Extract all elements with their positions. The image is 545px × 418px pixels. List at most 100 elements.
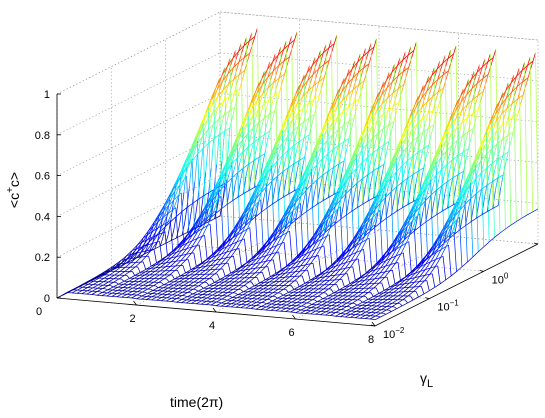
- mesh-segment: [132, 288, 139, 292]
- mesh-segment: [310, 85, 314, 95]
- mesh-segment: [204, 273, 211, 279]
- mesh-segment: [373, 38, 377, 48]
- mesh-segment: [212, 106, 219, 114]
- mesh-segment: [197, 195, 204, 201]
- mesh-segment: [144, 271, 151, 276]
- mesh-segment: [469, 99, 473, 109]
- mesh-segment: [216, 298, 223, 303]
- mesh-segment: [210, 255, 217, 262]
- mesh-segment: [189, 145, 196, 163]
- mesh-segment: [246, 40, 250, 50]
- mesh-segment: [450, 53, 454, 63]
- mesh-segment: [472, 104, 476, 114]
- mesh-segment: [191, 238, 198, 248]
- mesh-segment: [193, 278, 200, 283]
- mesh-segment: [129, 266, 136, 272]
- mesh-segment: [510, 74, 515, 83]
- mesh-segment: [191, 293, 198, 298]
- mesh-segment: [358, 162, 363, 173]
- mesh-segment: [200, 266, 206, 271]
- mesh-segment: [357, 258, 362, 277]
- mesh-segment: [290, 96, 298, 107]
- mesh-segment: [159, 266, 166, 272]
- mesh-segment: [294, 103, 298, 112]
- mesh-segment: [221, 241, 228, 250]
- mesh-segment: [352, 84, 359, 90]
- mesh-segment: [104, 267, 111, 272]
- mesh-segment: [363, 134, 367, 143]
- mesh-segment: [142, 234, 149, 243]
- mesh-segment: [200, 300, 207, 305]
- mesh-segment: [112, 283, 119, 288]
- mesh-segment: [408, 241, 412, 273]
- mesh-segment: [512, 107, 516, 117]
- mesh-segment: [434, 68, 438, 78]
- mesh-segment: [330, 167, 334, 181]
- mesh-segment: [229, 271, 236, 276]
- mesh-segment: [146, 243, 153, 252]
- mesh-segment: [312, 57, 316, 66]
- mesh-segment: [234, 172, 238, 185]
- mesh-segment: [230, 67, 234, 76]
- mesh-segment: [172, 245, 179, 252]
- mesh-segment: [215, 199, 220, 213]
- mesh-segment: [430, 179, 434, 254]
- mesh-segment: [364, 157, 368, 168]
- mesh-segment: [117, 283, 124, 288]
- mesh-segment: [295, 215, 302, 221]
- mesh-segment: [379, 210, 383, 260]
- mesh-segment: [272, 200, 279, 205]
- mesh-segment: [203, 285, 210, 289]
- mesh-segment: [284, 137, 288, 147]
- mesh-segment: [335, 129, 339, 140]
- mesh-segment: [333, 163, 339, 168]
- mesh-segment: [321, 64, 325, 74]
- mesh-segment: [240, 168, 244, 181]
- mesh-segment: [210, 212, 217, 218]
- mesh-segment: [245, 260, 252, 267]
- mesh-segment: [237, 294, 243, 299]
- mesh-segment: [362, 51, 369, 57]
- mesh-segment: [384, 87, 388, 96]
- mesh-segment: [271, 161, 278, 169]
- mesh-segment: [166, 278, 170, 283]
- mesh-segment: [204, 120, 208, 129]
- mesh-segment: [209, 269, 216, 275]
- mesh-segment: [407, 166, 411, 179]
- mesh-segment: [204, 130, 209, 140]
- mesh-segment: [176, 234, 183, 239]
- mesh-segment: [485, 61, 489, 71]
- mesh-segment: [203, 192, 209, 197]
- mesh-segment: [154, 270, 161, 276]
- mesh-segment: [321, 140, 328, 148]
- mesh-segment: [364, 225, 368, 237]
- mesh-segment: [324, 154, 328, 165]
- mesh-segment: [192, 285, 199, 290]
- mesh-segment: [247, 206, 254, 221]
- mesh-segment: [494, 143, 498, 154]
- mesh-segment: [131, 291, 138, 296]
- mesh-segment: [308, 184, 312, 197]
- mesh-segment: [295, 126, 299, 137]
- mesh-segment: [190, 245, 198, 254]
- mesh-segment: [380, 207, 384, 223]
- mesh-segment: [207, 124, 214, 131]
- mesh-segment: [318, 147, 322, 157]
- mesh-segment: [346, 210, 353, 216]
- mesh-segment: [223, 278, 230, 283]
- mesh-segment: [227, 263, 231, 274]
- mesh-segment: [234, 273, 241, 279]
- mesh-segment: [409, 222, 413, 236]
- mesh-segment: [241, 133, 248, 141]
- mesh-segment: [366, 63, 370, 73]
- mesh-segment: [301, 80, 308, 89]
- mesh-segment: [283, 193, 289, 198]
- mesh-segment: [329, 135, 333, 145]
- mesh-segment: [263, 169, 270, 187]
- mesh-segment: [318, 255, 322, 274]
- mesh-segment: [136, 291, 143, 296]
- mesh-segment: [256, 157, 260, 171]
- mesh-segment: [148, 222, 155, 232]
- mesh-segment: [516, 68, 520, 77]
- mesh-segment: [156, 258, 163, 264]
